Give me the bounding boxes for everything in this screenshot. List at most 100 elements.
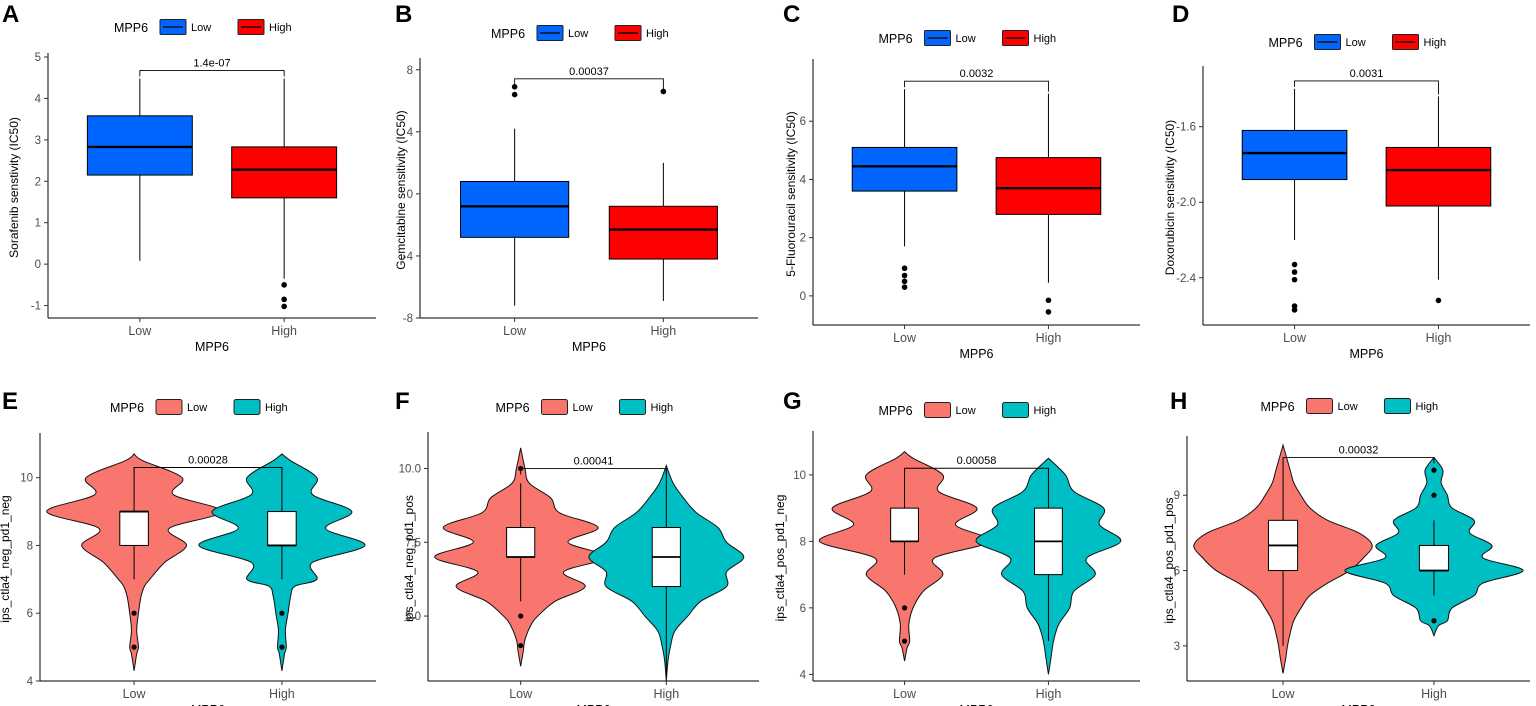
violin-low [46,453,222,671]
legend: MPP6 Low High [114,19,292,35]
outlier-point [279,644,285,650]
bracket-line [139,70,285,77]
outlier-point [1291,276,1298,283]
violin-low [434,447,608,667]
x-tick-label-high: High [269,687,295,701]
legend-label-low: Low [573,402,593,414]
y-axis-title: Gemcitabine sensitivity (IC50) [394,110,408,269]
y-tick-label: 9 [1174,490,1180,502]
x-tick-label-low: Low [503,324,527,338]
x-tick-label-high: High [1421,687,1447,701]
box-iqr [851,146,958,192]
legend-key-low [1306,398,1333,414]
x-tick-label-high: High [1426,331,1452,345]
bracket-line [520,468,667,475]
outlier-point [660,88,667,95]
p-value-label: 0.00028 [188,455,228,467]
y-tick-label: 6 [800,603,806,615]
violin-box [1418,544,1450,572]
y-axis-title: ips_ctla4_pos_pd1_pos [1162,497,1176,623]
legend-key-low [924,402,951,418]
violin-box [267,511,297,546]
legend-label-low: Low [191,22,211,34]
x-axis-title: MPP6 [1341,703,1375,706]
legend-label-low: Low [568,28,588,40]
outlier-point [1431,467,1437,473]
violin-low [819,450,991,662]
y-tick-label: -4 [403,251,414,263]
significance-bracket: 0.00028 [133,455,283,474]
legend-title: MPP6 [114,21,148,35]
p-value-label: 1.4e-07 [193,58,230,70]
outlier-point [511,84,518,90]
legend-key-high [1384,398,1411,414]
legend-label-high: High [646,28,669,40]
x-tick-label-high: High [1036,331,1062,345]
y-tick-label: 5.0 [405,611,421,623]
violin-box [119,511,149,546]
panel-c: C MPP6 Low High 0 2 4 6 Low High MPP6 5-Fluorouraci… [783,1,1140,361]
y-axis-title: 5-Fluorouracil sensitivity (IC50) [784,111,798,276]
y-tick-label: 0 [35,259,41,271]
legend-label-low: Low [956,405,976,417]
y-tick-label: 8 [800,536,806,548]
y-tick-label: 5 [35,52,41,64]
outlier-point [901,265,908,272]
y-tick-label: 2 [800,233,806,245]
outlier-point [1045,297,1052,304]
legend-label-high: High [1416,401,1439,413]
x-tick-label-high: High [271,324,297,338]
outlier-point [518,642,524,649]
bracket-line [904,467,1049,475]
panel-a: A MPP6 Low High -1 0 1 2 3 4 5 Low High MPP6 Sorafenib… [2,1,376,354]
legend-label-high: High [651,402,674,414]
outlier-point [511,91,518,98]
legend-title: MPP6 [1261,400,1295,414]
box-high [608,88,718,301]
p-value-label: 0.00037 [569,66,609,78]
p-value-label: 0.0031 [1350,68,1384,80]
box-high [995,93,1102,315]
box-low [1241,88,1348,313]
legend-label-high: High [1034,405,1057,417]
panel-letter: F [395,388,410,415]
significance-bracket: 0.00032 [1282,445,1435,464]
legend-title: MPP6 [496,401,530,415]
box-high [1385,96,1492,304]
legend-label-low: Low [956,33,976,45]
panel-g: G MPP6 Low High 4 6 8 10 Low High MPP6 ips_ctla4_po… [773,388,1140,706]
panel-letter: H [1170,388,1187,415]
bracket-line [133,467,283,474]
box-low [460,84,570,306]
violin-low [1193,443,1373,674]
y-axis-title: Doxorubicin sensitivity (IC50) [1163,120,1177,275]
legend-title: MPP6 [1269,36,1303,50]
significance-bracket: 0.0032 [904,68,1049,92]
y-tick-label: 4 [800,669,807,681]
y-tick-label: 6 [1174,566,1180,578]
significance-bracket: 0.00058 [904,455,1049,475]
legend-key-high [233,399,261,415]
panel-letter: C [783,1,800,28]
y-axis-title: ips_ctla4_neg_pd1_neg [0,495,12,622]
legend-key-low [155,399,183,415]
legend: MPP6 Low High [879,30,1057,46]
outlier-point [1291,261,1298,268]
y-tick-label: -1.6 [1176,122,1196,134]
legend-label-high: High [1034,33,1057,45]
y-axis-title: ips_ctla4_neg_pd1_pos [402,495,416,622]
y-tick-label: 10 [20,473,33,485]
y-tick-label: 8 [407,65,413,77]
p-value-label: 0.00058 [957,455,997,467]
y-tick-label: -2.0 [1176,197,1196,209]
panel-d: D MPP6 Low High -2.4 -2.0 -1.6 Low High MPP6 Doxor… [1163,1,1530,361]
legend-title: MPP6 [110,401,144,415]
outlier-point [901,278,908,285]
box-low [86,78,193,261]
y-tick-label: 8 [27,540,33,552]
x-axis-title: MPP6 [959,347,993,361]
outlier-point [901,284,908,290]
legend: MPP6 Low High [1269,34,1446,50]
box-iqr [460,180,570,238]
outlier-point [279,610,285,616]
